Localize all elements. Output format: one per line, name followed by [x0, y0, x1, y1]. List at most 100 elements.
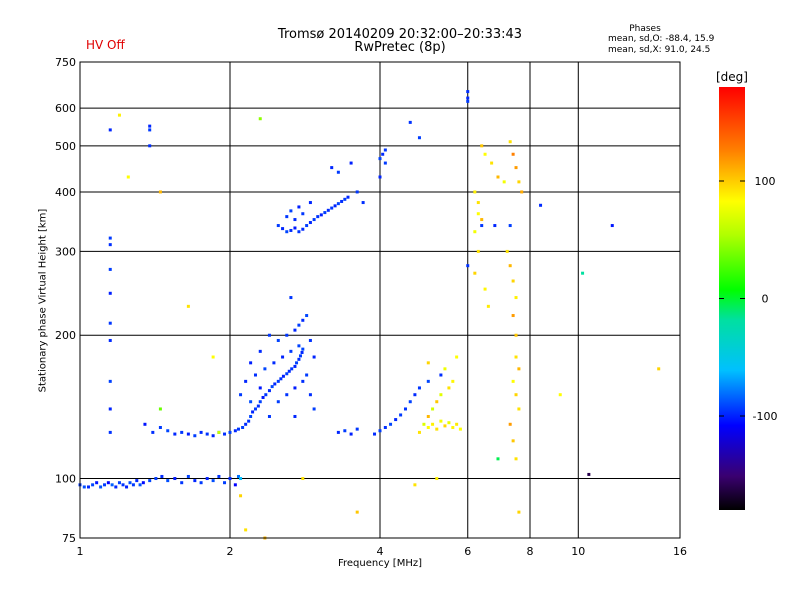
data-point: [458, 427, 462, 431]
data-point: [581, 271, 585, 275]
y-tick-label: 100: [55, 473, 76, 486]
data-point: [426, 361, 430, 365]
data-point: [426, 379, 430, 383]
colorbar-tick-label: 0: [762, 293, 769, 306]
data-point: [293, 218, 297, 222]
x-axis-label: Frequency [MHz]: [337, 558, 423, 569]
y-tick-label: 75: [62, 532, 76, 545]
data-point: [253, 373, 257, 377]
data-point: [466, 96, 470, 100]
data-point: [514, 457, 518, 461]
data-point: [451, 379, 455, 383]
data-point: [108, 236, 112, 240]
data-point: [657, 367, 661, 371]
data-point: [490, 161, 494, 165]
y-tick-label: 300: [55, 245, 76, 258]
data-point: [408, 400, 412, 404]
data-point: [413, 483, 417, 487]
data-point: [417, 386, 421, 390]
data-point: [435, 477, 439, 481]
data-point: [417, 136, 421, 140]
data-point: [473, 230, 477, 234]
data-point: [103, 483, 107, 487]
data-point: [343, 429, 347, 433]
data-point: [166, 479, 170, 483]
data-point: [308, 393, 312, 397]
y-tick-label: 200: [55, 329, 76, 342]
data-point: [308, 221, 312, 225]
data-point: [279, 377, 283, 381]
x-tick-label: 10: [571, 545, 585, 558]
data-point: [106, 481, 110, 485]
data-point: [186, 474, 190, 478]
data-point: [281, 227, 285, 231]
data-point: [267, 414, 271, 418]
data-point: [413, 393, 417, 397]
data-point: [267, 333, 271, 337]
data-point: [319, 213, 323, 217]
data-point: [108, 379, 112, 383]
data-point: [148, 124, 152, 128]
data-point: [297, 205, 301, 209]
data-point: [514, 355, 518, 359]
data-point: [276, 379, 280, 383]
colorbar-tick-label: 100: [755, 175, 776, 188]
data-point: [121, 483, 125, 487]
data-point: [520, 190, 524, 194]
data-point: [108, 128, 112, 132]
data-point: [276, 224, 280, 228]
x-axis-ticks: 1 2 4 6 8 10 16: [77, 545, 688, 558]
data-point: [473, 271, 477, 275]
data-point: [272, 361, 276, 365]
data-point: [244, 379, 248, 383]
data-point: [289, 209, 293, 213]
data-point: [305, 373, 309, 377]
data-point: [355, 427, 359, 431]
data-point: [108, 321, 112, 325]
data-point: [249, 361, 253, 365]
colorbar-tick-label: -100: [753, 410, 778, 423]
data-point: [399, 413, 403, 417]
data-point: [493, 224, 497, 228]
data-point: [258, 117, 262, 121]
data-point: [517, 510, 521, 514]
data-point: [99, 485, 103, 489]
plot-frame: [79, 61, 681, 539]
data-point: [217, 474, 221, 478]
data-point: [236, 474, 240, 478]
data-point: [308, 201, 312, 205]
data-point: [281, 355, 285, 359]
data-point: [330, 206, 334, 210]
data-point: [258, 349, 262, 353]
data-point: [199, 481, 203, 485]
data-point: [293, 414, 297, 418]
data-point: [285, 372, 289, 376]
data-point: [239, 494, 243, 498]
data-point: [517, 367, 521, 371]
data-point: [180, 481, 184, 485]
data-point: [117, 113, 121, 117]
data-point: [378, 157, 382, 161]
data-point: [143, 422, 147, 426]
data-point: [336, 430, 340, 434]
data-point: [205, 477, 209, 481]
data-point: [86, 485, 90, 489]
data-point: [505, 249, 509, 253]
data-point: [514, 296, 518, 300]
data-point: [239, 393, 243, 397]
data-point: [443, 367, 447, 371]
data-point: [211, 479, 215, 483]
data-point: [211, 434, 215, 438]
data-point: [587, 472, 591, 476]
data-point: [426, 414, 430, 418]
data-point: [117, 481, 121, 485]
data-point: [378, 175, 382, 179]
data-point: [244, 422, 248, 426]
data-point: [511, 379, 515, 383]
data-point: [312, 218, 316, 222]
data-point: [297, 230, 301, 234]
data-point: [267, 389, 271, 393]
data-point: [439, 419, 443, 423]
data-point: [336, 170, 340, 174]
data-point: [539, 203, 543, 207]
